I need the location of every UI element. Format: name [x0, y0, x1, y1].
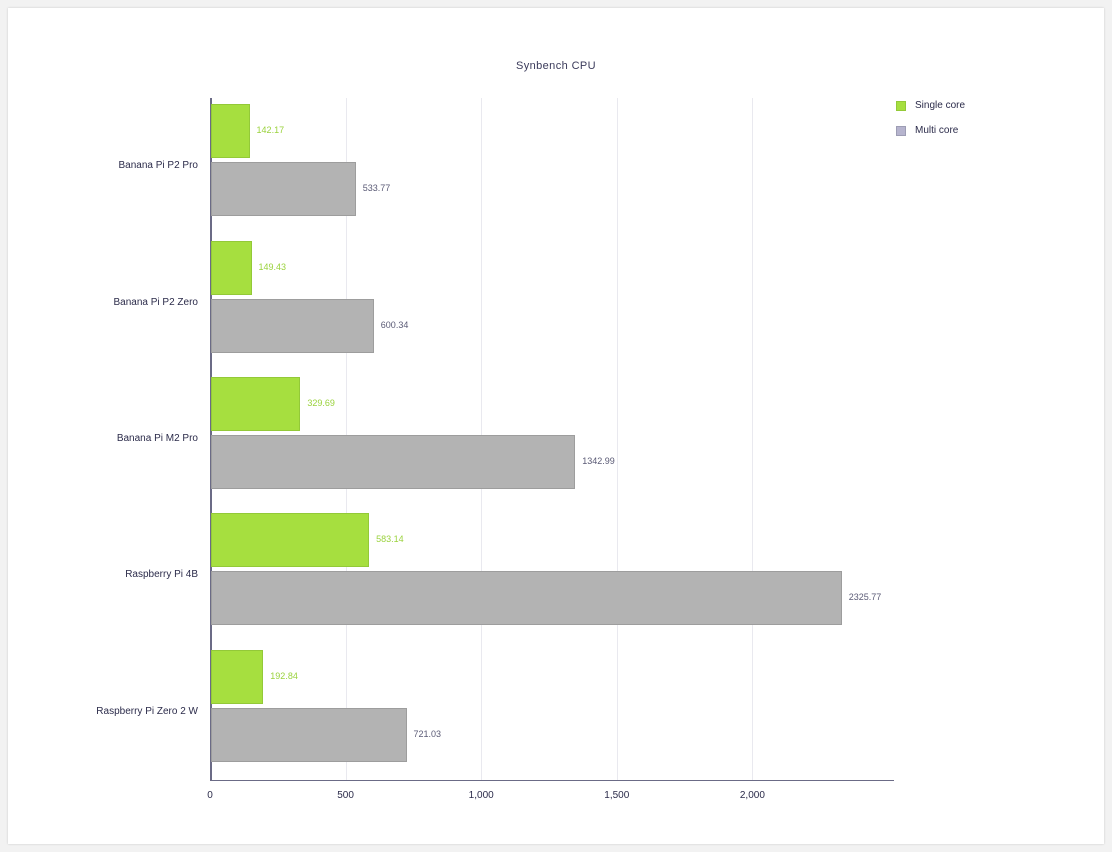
- legend-label-multi-core: Multi core: [915, 125, 959, 136]
- bar-multi-core[interactable]: [211, 571, 842, 626]
- category-label: Banana Pi P2 Zero: [113, 296, 199, 308]
- chart-title: Synbench CPU: [515, 60, 596, 72]
- x-tick-label: 500: [337, 790, 354, 801]
- gridline: [616, 98, 618, 780]
- bar-value-label: 600.34: [380, 319, 409, 330]
- bar-value-label: 192.84: [270, 670, 298, 681]
- bar-value-label: 721.03: [413, 728, 442, 739]
- bar-value-label: 329.69: [307, 398, 335, 408]
- bar-multi-core[interactable]: [211, 435, 576, 489]
- x-tick-label: 1,500: [604, 790, 630, 801]
- plot-area: 142.17 533.77 149.43 600.34 329.69 1342.99 583…: [210, 98, 894, 781]
- x-tick-label: 1,000: [468, 790, 494, 801]
- bar-value-label: 1342.99: [582, 456, 615, 466]
- synbench-cpu-chart: Synbench CPU 142.17 533.77 149.43 600.34 329…: [8, 8, 1104, 844]
- x-tick-label: 0: [207, 790, 213, 801]
- bar-value-label: 583.14: [376, 534, 404, 545]
- gridline: [752, 98, 754, 780]
- category-label: Raspberry Pi 4B: [125, 569, 198, 581]
- legend-swatch-icon-multi-core: [896, 125, 906, 136]
- bar-value-label: 149.43: [258, 261, 287, 272]
- category-label: Banana Pi P2 Pro: [118, 160, 199, 172]
- x-tick-label: 2,000: [739, 790, 765, 801]
- bar-single-core[interactable]: [211, 649, 264, 704]
- bar-value-label: 2325.77: [848, 592, 882, 603]
- bar-value-label: 533.77: [362, 183, 391, 194]
- bar-multi-core[interactable]: [211, 707, 407, 762]
- bar-value-label: 142.17: [256, 125, 285, 136]
- bar-single-core[interactable]: [211, 104, 250, 159]
- bar-single-core[interactable]: [211, 240, 252, 295]
- bar-multi-core[interactable]: [211, 162, 356, 217]
- bar-single-core[interactable]: [211, 377, 301, 431]
- y-axis-line: [210, 98, 212, 780]
- legend-swatch-icon-single-core: [896, 100, 906, 111]
- bar-single-core[interactable]: [211, 513, 370, 568]
- chart-canvas: Synbench CPU 142.17 533.77 149.43 600.34 329…: [8, 8, 1104, 844]
- category-label: Raspberry Pi Zero 2 W: [96, 705, 198, 717]
- legend-label-single-core: Single core: [915, 100, 966, 111]
- x-axis-line: [210, 779, 894, 781]
- chart-legend: Single core Multi core: [896, 100, 1086, 150]
- legend-item-multi-core[interactable]: Multi core: [896, 125, 1086, 136]
- legend-item-single-core[interactable]: Single core: [896, 100, 1086, 111]
- bar-multi-core[interactable]: [211, 298, 374, 353]
- category-label: Banana Pi M2 Pro: [116, 433, 198, 444]
